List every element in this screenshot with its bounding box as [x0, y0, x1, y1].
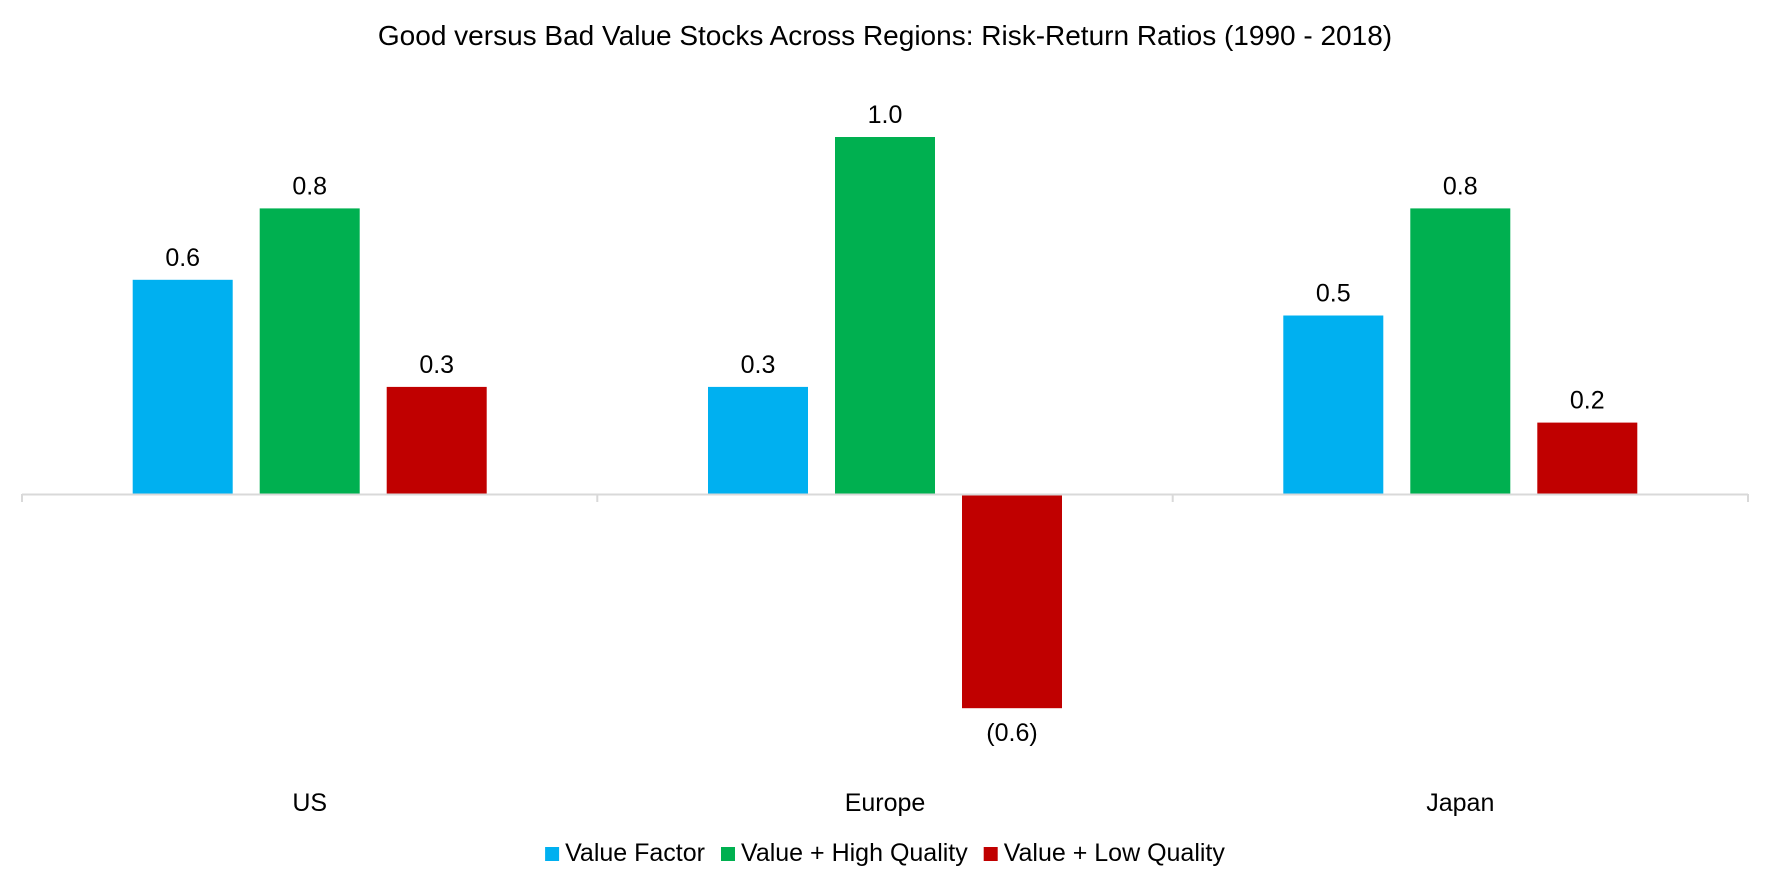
- data-label-japan-value-low-quality: 0.2: [1570, 387, 1605, 415]
- legend-label-value-low-quality: Value + Low Quality: [1004, 839, 1226, 867]
- axis-layer: US Europe Japan: [21, 493, 1749, 817]
- bar-japan-value-factor: [1283, 315, 1384, 494]
- bars-layer: [132, 137, 1638, 709]
- data-label-us-value-low-quality: 0.3: [419, 351, 454, 379]
- chart-title: Good versus Bad Value Stocks Across Regi…: [378, 20, 1392, 51]
- bar-japan-value-low-quality: [1537, 422, 1638, 494]
- category-label-japan: Japan: [1426, 789, 1494, 817]
- category-label-us: US: [292, 789, 327, 817]
- data-label-europe-value-low-quality: (0.6): [986, 719, 1037, 747]
- data-label-europe-value-factor: 0.3: [741, 351, 776, 379]
- bar-europe-value-high-quality: [835, 137, 935, 494]
- data-label-us-value-factor: 0.6: [165, 244, 200, 272]
- bar-us-value-high-quality: [259, 208, 360, 494]
- bar-us-value-factor: [132, 279, 233, 494]
- legend-item-value-factor: Value Factor: [545, 839, 705, 867]
- data-label-japan-value-factor: 0.5: [1316, 280, 1351, 308]
- legend-item-value-high-quality: Value + High Quality: [721, 839, 968, 867]
- data-labels-layer: 0.6 0.3 0.5 0.8 1.0 0.8 0.3 (0.6) 0.2: [165, 101, 1604, 747]
- data-label-us-value-high-quality: 0.8: [292, 172, 327, 200]
- legend: Value Factor Value + High Quality Value + …: [545, 839, 1225, 867]
- category-label-europe: Europe: [845, 789, 926, 817]
- data-label-europe-value-high-quality: 1.0: [868, 101, 903, 129]
- data-label-japan-value-high-quality: 0.8: [1443, 172, 1478, 200]
- bar-europe-value-factor: [708, 386, 808, 494]
- legend-label-value-high-quality: Value + High Quality: [741, 839, 968, 867]
- legend-swatch-value-low-quality: [983, 847, 998, 861]
- bar-us-value-low-quality: [386, 386, 487, 494]
- bar-japan-value-high-quality: [1410, 208, 1511, 494]
- legend-swatch-value-factor: [545, 847, 560, 861]
- legend-swatch-value-high-quality: [721, 847, 735, 861]
- bar-europe-value-low-quality: [962, 494, 1062, 709]
- legend-label-value-factor: Value Factor: [565, 839, 705, 867]
- legend-item-value-low-quality: Value + Low Quality: [983, 839, 1226, 867]
